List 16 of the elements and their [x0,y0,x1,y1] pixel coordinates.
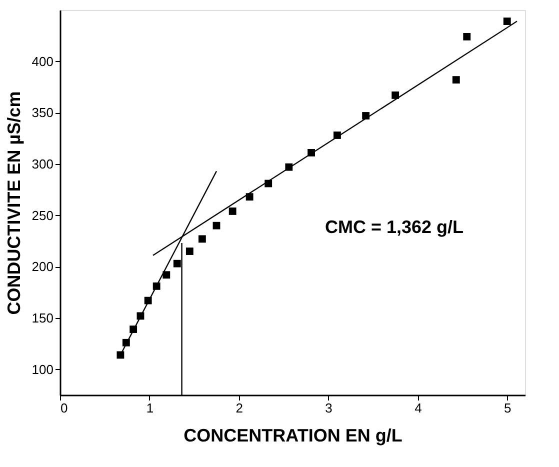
x-tick-label: 4 [414,400,422,416]
annotation: CMC = 1,362 g/L [325,217,464,237]
x-tick-label: 3 [325,400,332,416]
y-tick-label: 250 [32,208,54,223]
x-tick-label: 2 [236,400,243,416]
y-tick-label: 300 [32,156,54,172]
y-tick-label: 150 [32,310,54,326]
y-tick-label: 400 [32,54,54,69]
x-tick-label: 5 [504,400,512,416]
x-tick-label: 1 [146,400,154,416]
y-tick-label: 100 [32,362,54,377]
x-tick-label: 0 [60,400,68,416]
y-axis-title: CONDUCTIVITE EN µS/cm [4,91,24,315]
y-tick-label: 200 [32,259,54,274]
x-axis-title: CONCENTRATION EN g/L [184,426,402,446]
y-tick-label: 350 [32,105,54,120]
